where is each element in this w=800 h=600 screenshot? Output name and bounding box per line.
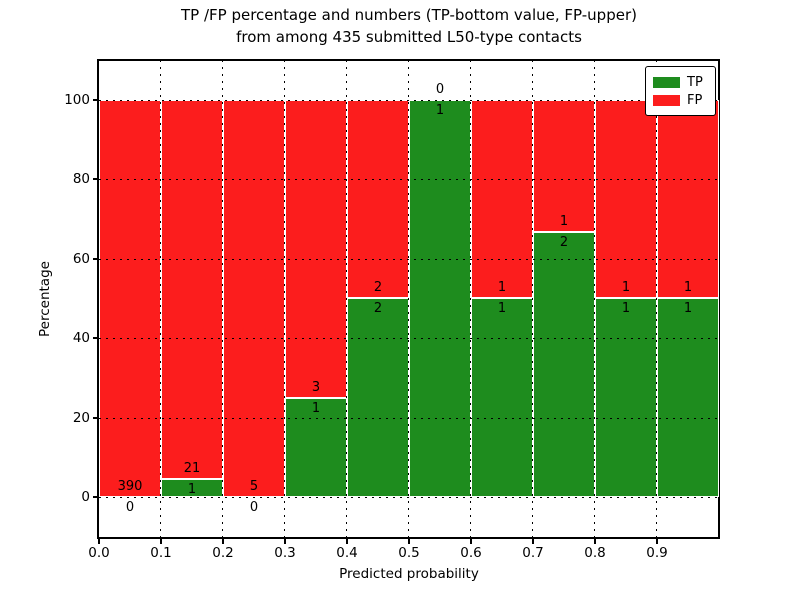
fp-bar-segment — [223, 100, 285, 497]
fp-count-label: 390 — [117, 479, 143, 494]
x-tick-mark — [284, 539, 286, 544]
tp-count-label: 2 — [559, 235, 569, 250]
h-gridline — [99, 179, 719, 180]
x-tick-label: 0.1 — [150, 545, 172, 561]
tp-bar-segment — [347, 298, 409, 497]
y-tick-label: 100 — [64, 92, 90, 108]
tp-count-label: 1 — [683, 301, 693, 316]
fp-count-label: 1 — [559, 214, 569, 229]
fp-bar-segment — [657, 100, 719, 298]
y-tick-label: 80 — [72, 171, 90, 187]
x-tick-mark — [346, 539, 348, 544]
y-axis-label: Percentage — [37, 261, 53, 337]
x-tick-label: 0.8 — [584, 545, 606, 561]
v-gridline — [284, 60, 285, 538]
tp-green-swatch-icon — [653, 76, 680, 88]
x-tick-mark — [532, 539, 534, 544]
y-tick-label: 0 — [81, 489, 90, 505]
y-tick-mark — [93, 337, 99, 339]
fp-bar-segment — [471, 100, 533, 298]
chart-title-line1: TP /FP percentage and numbers (TP-bottom… — [181, 6, 637, 24]
fp-count-label: 1 — [497, 280, 507, 295]
h-gridline — [99, 259, 719, 260]
fp-bar-segment — [347, 100, 409, 298]
fp-count-label: 2 — [373, 280, 383, 295]
y-tick-label: 20 — [72, 410, 90, 426]
x-tick-label: 0.2 — [212, 545, 234, 561]
tp-bar-segment — [533, 232, 595, 497]
x-tick-label: 0.0 — [88, 545, 110, 561]
tp-bar-segment — [285, 398, 347, 497]
y-tick-label: 60 — [72, 251, 90, 267]
x-tick-label: 0.4 — [336, 545, 358, 561]
tp-count-label: 0 — [125, 500, 135, 515]
fp-count-label: 5 — [249, 479, 259, 494]
x-tick-label: 0.7 — [522, 545, 544, 561]
legend-tp-label: TP — [687, 74, 703, 90]
x-tick-mark — [594, 539, 596, 544]
x-tick-label: 0.3 — [274, 545, 296, 561]
tp-bar-segment — [409, 100, 471, 497]
v-gridline — [470, 60, 471, 538]
y-tick-mark — [93, 178, 99, 180]
tp-bar-segment — [595, 298, 657, 497]
v-gridline — [222, 60, 223, 538]
y-tick-mark — [93, 258, 99, 260]
h-gridline — [99, 100, 719, 101]
bottom-spine — [97, 537, 720, 539]
right-spine — [718, 59, 720, 539]
v-gridline — [408, 60, 409, 538]
fp-count-label: 1 — [621, 280, 631, 295]
v-gridline — [346, 60, 347, 538]
x-tick-mark — [98, 539, 100, 544]
tp-count-label: 1 — [187, 482, 197, 497]
x-tick-mark — [160, 539, 162, 544]
tp-count-label: 1 — [621, 301, 631, 316]
x-axis-label: Predicted probability — [339, 566, 479, 582]
fp-count-label: 0 — [435, 82, 445, 97]
fp-red-swatch-icon — [653, 94, 680, 106]
y-tick-label: 40 — [72, 330, 90, 346]
legend-item-fp: FP — [653, 92, 708, 108]
x-tick-mark — [222, 539, 224, 544]
fp-count-label: 3 — [311, 380, 321, 395]
tp-count-label: 1 — [497, 301, 507, 316]
fp-bar-segment — [161, 100, 223, 479]
left-spine — [97, 59, 99, 539]
v-gridline — [656, 60, 657, 538]
h-gridline — [99, 418, 719, 419]
legend: TP FP — [645, 66, 716, 116]
v-gridline — [594, 60, 595, 538]
x-tick-mark — [408, 539, 410, 544]
x-tick-label: 0.9 — [646, 545, 668, 561]
tp-bar-segment — [471, 298, 533, 497]
tp-count-label: 2 — [373, 301, 383, 316]
y-tick-mark — [93, 496, 99, 498]
fp-count-label: 1 — [683, 280, 693, 295]
fp-bar-segment — [533, 100, 595, 232]
x-tick-mark — [470, 539, 472, 544]
plot-area: 390 0 21 1 5 0 3 1 2 2 0 1 1 1 1 2 1 1 1 1 — [99, 60, 719, 538]
legend-item-tp: TP — [653, 74, 708, 90]
h-gridline — [99, 338, 719, 339]
tp-count-label: 0 — [249, 500, 259, 515]
tp-bar-segment — [657, 298, 719, 497]
tp-count-label: 1 — [311, 401, 321, 416]
x-tick-label: 0.5 — [398, 545, 420, 561]
fp-bar-segment — [285, 100, 347, 398]
chart-title-line2: from among 435 submitted L50-type contac… — [236, 28, 582, 46]
legend-fp-label: FP — [687, 92, 703, 108]
x-tick-mark — [656, 539, 658, 544]
h-gridline — [99, 497, 719, 498]
fp-bar-segment — [595, 100, 657, 298]
y-tick-mark — [93, 417, 99, 419]
v-gridline — [160, 60, 161, 538]
x-tick-label: 0.6 — [460, 545, 482, 561]
y-tick-mark — [93, 99, 99, 101]
tp-count-label: 1 — [435, 103, 445, 118]
fp-bar-segment — [99, 100, 161, 497]
fp-count-label: 21 — [183, 461, 201, 476]
v-gridline — [532, 60, 533, 538]
